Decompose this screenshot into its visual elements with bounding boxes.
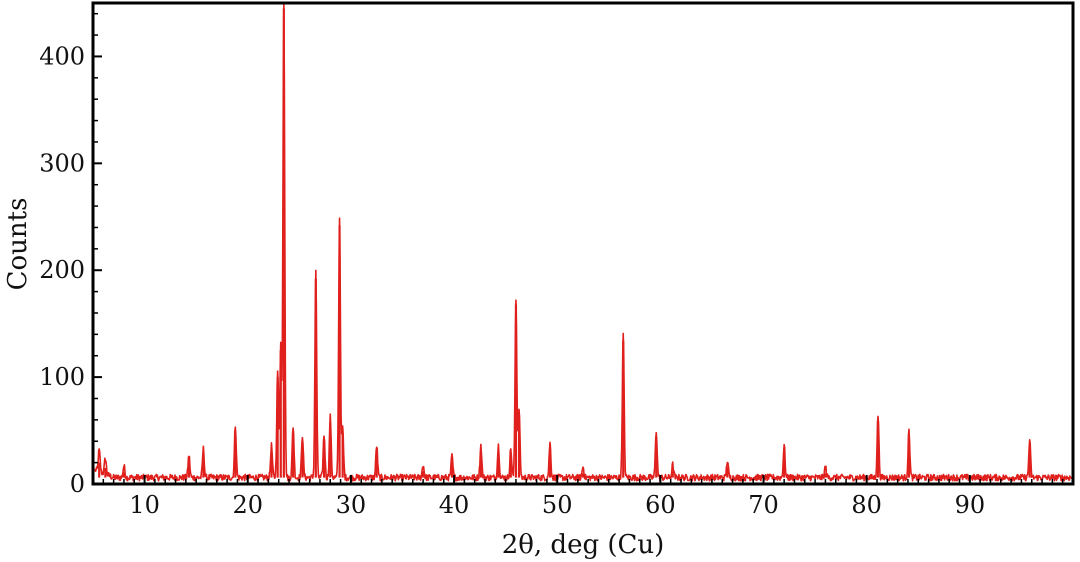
x-tick-label: 30 bbox=[336, 491, 367, 519]
x-tick-label: 20 bbox=[232, 491, 263, 519]
x-tick-label: 40 bbox=[439, 491, 470, 519]
x-tick-label: 90 bbox=[955, 491, 986, 519]
x-tick-label: 60 bbox=[645, 491, 676, 519]
y-tick-label: 100 bbox=[39, 363, 85, 391]
y-tick-label: 400 bbox=[39, 42, 85, 70]
y-tick-label: 300 bbox=[39, 149, 85, 177]
y-tick-label: 0 bbox=[70, 470, 85, 498]
y-axis: 0 100 200 300 400 bbox=[39, 12, 102, 498]
x-tick-label: 80 bbox=[851, 491, 882, 519]
x-axis: 10 20 30 40 50 60 70 80 90 bbox=[102, 475, 1064, 519]
y-tick-label: 200 bbox=[39, 256, 85, 284]
series-layer bbox=[94, 3, 1073, 482]
plot-frame bbox=[91, 1, 1075, 486]
x-axis-title: 2θ, deg (Cu) bbox=[502, 530, 665, 560]
plot-background bbox=[93, 3, 1073, 484]
x-tick-label: 10 bbox=[129, 491, 160, 519]
x-tick-label: 70 bbox=[748, 491, 779, 519]
x-tick-label: 50 bbox=[542, 491, 573, 519]
y-axis-title: Counts bbox=[3, 198, 33, 291]
